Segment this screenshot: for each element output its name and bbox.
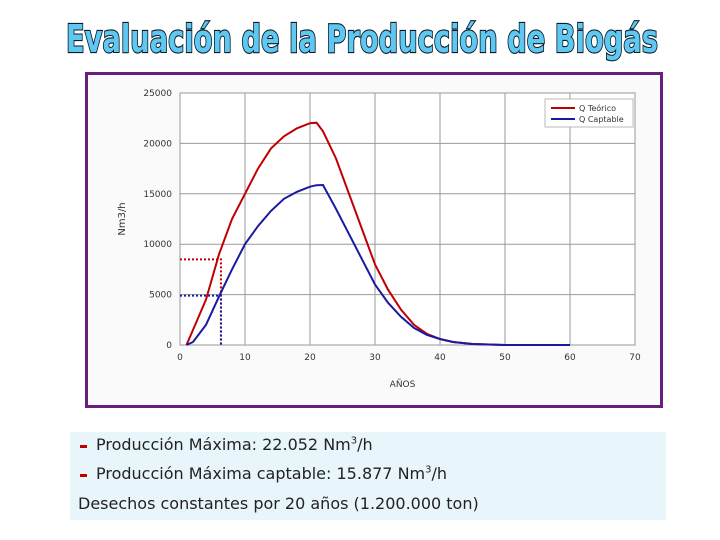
superscript: 3: [425, 464, 432, 476]
x-tick-label: 0: [177, 353, 183, 363]
y-tick-label: 15000: [143, 190, 172, 200]
chart: 0 5000 10000 15000 20000 25000 0 10 20 30 40 50 60 70…: [117, 89, 641, 390]
x-tick-label: 70: [629, 353, 641, 363]
legend-label: Q Teórico: [579, 103, 616, 113]
note-part: Desechos constantes por 20 años (1.200.0…: [78, 494, 479, 513]
x-axis-label: AÑOS: [390, 379, 416, 390]
legend-box: [544, 98, 634, 128]
note-part: Producción Máxima captable: 15.877 Nm: [96, 464, 426, 483]
legend-label: Q Captable: [579, 115, 624, 124]
plot-area: [179, 92, 636, 346]
y-tick-label: 10000: [143, 240, 172, 250]
note-text: Producción Máxima captable: 15.877 Nm3/h: [96, 464, 447, 483]
x-tick-label: 40: [434, 353, 446, 363]
title: Evaluación de la Producción de Biogás: [66, 17, 658, 61]
title-area: Evaluación de la Producción de Biogás: [65, 16, 659, 62]
series-line: [186, 183, 570, 346]
note-part: Producción Máxima: 22.052 Nm: [96, 435, 351, 454]
guide-line: [180, 294, 222, 345]
bullet: [80, 474, 87, 477]
x-tick-label: 30: [369, 353, 381, 363]
y-axis-label: Nm3/h: [117, 202, 128, 235]
y-tick-label: 20000: [143, 139, 172, 149]
x-tick-label: 20: [304, 353, 316, 363]
y-tick-label: 0: [166, 341, 172, 351]
note-text: Producción Máxima: 22.052 Nm3/h: [96, 435, 373, 454]
note-part: /h: [431, 464, 448, 483]
y-tick-label: 25000: [143, 89, 172, 99]
note-part: /h: [357, 435, 373, 454]
chart-frame: 0 5000 10000 15000 20000 25000 0 10 20 30 40 50 60 70…: [85, 72, 663, 408]
note-text: Desechos constantes por 20 años (1.200.0…: [78, 494, 479, 513]
bullet: [80, 445, 87, 448]
notes-box: Producción Máxima: 22.052 Nm3/h Producció…: [70, 432, 666, 520]
superscript: 3: [350, 435, 358, 447]
x-tick-label: 50: [499, 353, 511, 363]
x-tick-label: 60: [564, 353, 576, 363]
guide-line: [180, 258, 222, 345]
x-tick-label: 10: [239, 353, 251, 363]
y-tick-label: 5000: [149, 291, 172, 301]
